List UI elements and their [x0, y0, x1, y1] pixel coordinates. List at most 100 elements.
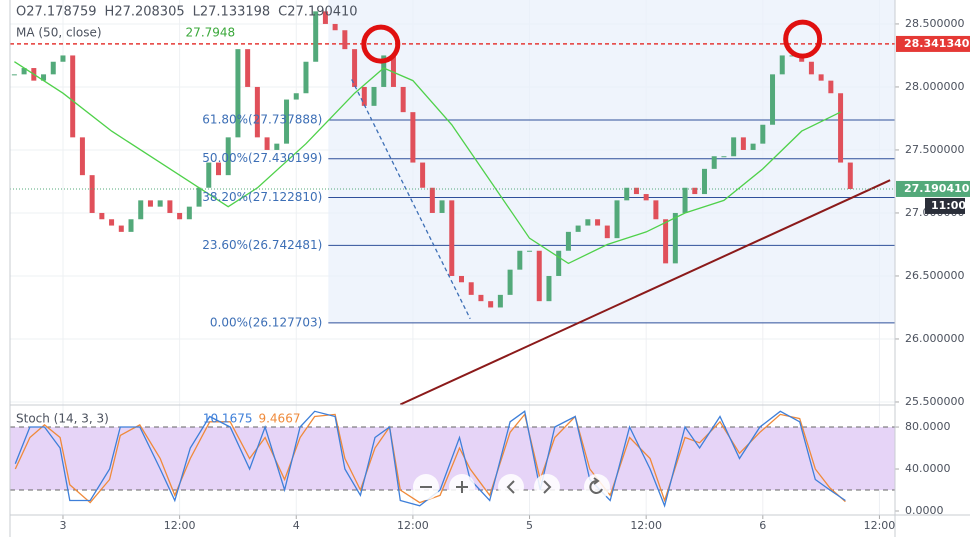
candle [138, 200, 144, 220]
candle [128, 219, 134, 232]
zoom-out-button[interactable] [413, 474, 439, 500]
ohlc-value: H27.208305 [105, 5, 185, 20]
resistance-label: 28.341340 [904, 37, 970, 50]
candle [779, 55, 785, 75]
candle [186, 206, 192, 220]
candle [60, 55, 66, 62]
candle [118, 225, 124, 232]
candle [721, 156, 727, 158]
candle [604, 225, 610, 239]
candle [235, 49, 241, 138]
candle [400, 86, 406, 113]
highlight-circle [361, 24, 401, 64]
candle [507, 269, 513, 295]
stoch-y-tick-label: 0.0000 [905, 504, 944, 517]
projection-line [351, 79, 471, 320]
y-tick-label: 26.500000 [905, 269, 965, 282]
candle [546, 275, 552, 302]
candle [701, 168, 707, 195]
candle [711, 156, 717, 169]
fib-label: 50.00%(27.430199) [202, 151, 322, 165]
time-label: 11:00 [931, 199, 966, 212]
fib-label: 61.80%(27.737888) [202, 112, 322, 126]
candle [585, 219, 591, 226]
candle [449, 200, 455, 276]
stoch-d-line [14, 412, 846, 504]
candle [624, 187, 630, 201]
ohlc-value: O27.178759 [16, 5, 97, 20]
stoch-label: Stoch (14, 3, 3) [16, 412, 109, 426]
candle [731, 137, 737, 157]
candle [410, 112, 416, 163]
candle [89, 175, 95, 213]
candle [371, 86, 377, 106]
candle [206, 162, 212, 188]
candle [536, 250, 542, 302]
candle [196, 187, 202, 207]
candle [274, 143, 280, 150]
candle [633, 187, 639, 195]
candle [245, 49, 251, 87]
x-tick-label: 12:00 [397, 519, 429, 532]
candle [50, 61, 56, 75]
fib-label: 0.00%(26.127703) [210, 315, 322, 329]
candle [488, 301, 494, 308]
candle [381, 55, 387, 87]
candle [497, 294, 503, 308]
candle [468, 282, 474, 295]
candle [653, 200, 659, 220]
candle [770, 74, 776, 125]
candle [322, 11, 328, 24]
candle [147, 200, 153, 207]
fib-label: 23.60%(26.742481) [202, 238, 322, 252]
x-tick-label: 3 [59, 519, 66, 532]
zoom-in-button[interactable] [449, 474, 475, 500]
y-tick-label: 26.000000 [905, 332, 965, 345]
candle [527, 250, 533, 252]
scroll-right-button[interactable] [534, 474, 560, 500]
candle [818, 74, 824, 81]
candle [70, 55, 76, 138]
reset-button[interactable] [584, 474, 610, 500]
stoch-d-value: 9.4667 [258, 412, 300, 426]
candle [692, 187, 698, 195]
x-tick-label: 4 [293, 519, 300, 532]
scroll-left-button[interactable] [498, 474, 524, 500]
ma-label: MA (50, close) [16, 26, 102, 40]
candle [361, 86, 367, 106]
zoom-controls [413, 474, 610, 500]
ma-value: 27.7948 [186, 26, 236, 40]
candle [838, 93, 844, 163]
candle [429, 187, 435, 213]
candle [390, 55, 396, 87]
candle [99, 212, 105, 220]
candle [264, 137, 270, 150]
candle [439, 200, 445, 213]
candle [254, 86, 260, 138]
stoch-y-tick-label: 80.0000 [905, 420, 951, 433]
candle [458, 275, 464, 283]
candle [41, 74, 47, 81]
y-tick-label: 27.500000 [905, 143, 965, 156]
last-price-label: 27.190410 [904, 182, 970, 195]
trendline [399, 179, 891, 405]
candle [828, 80, 834, 94]
candle [342, 30, 348, 50]
x-tick-label: 12:00 [164, 519, 196, 532]
candle [760, 124, 766, 144]
last-price-tag [896, 180, 970, 197]
candle [614, 200, 620, 239]
x-tick-label: 12:00 [630, 519, 662, 532]
ohlc-value: L27.133198 [193, 5, 271, 20]
candle [109, 219, 115, 226]
candle [167, 200, 173, 213]
resistance-tag [896, 35, 970, 52]
candle [643, 194, 649, 201]
candle [847, 162, 853, 190]
candle [478, 294, 484, 302]
x-tick-label: 12:00 [864, 519, 896, 532]
candle [556, 250, 562, 276]
candle [11, 74, 17, 76]
stoch-k-value: 10.1675 [203, 412, 253, 426]
